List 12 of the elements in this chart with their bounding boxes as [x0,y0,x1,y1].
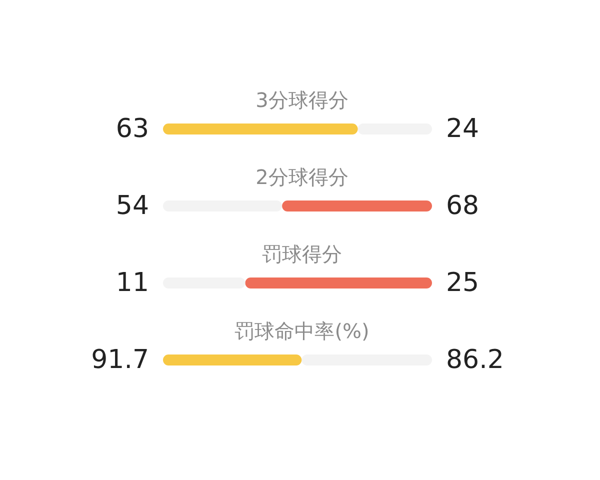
data-label: 63 [116,114,149,144]
data-label: 91.7 [91,345,149,375]
chart-title: 罚球命中率(%) [234,319,370,343]
data-label: 24 [446,114,480,144]
data-label: 11 [116,268,149,298]
chart-title: 罚球得分 [262,242,342,266]
data-label: 86.2 [446,345,504,375]
data-label: 68 [446,191,480,221]
data-label: 54 [116,191,149,221]
chart-title: 2分球得分 [256,165,348,189]
data-label: 25 [446,268,480,298]
chart-title: 3分球得分 [256,88,348,112]
